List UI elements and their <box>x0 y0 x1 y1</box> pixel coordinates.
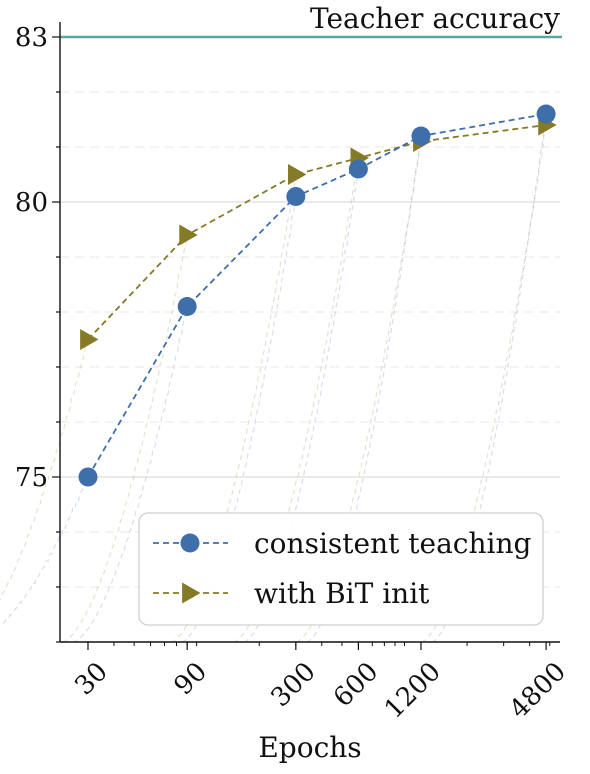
x-tick-label: 30 <box>69 657 114 702</box>
data-point <box>80 329 99 350</box>
legend-item-with-bit-init: with BiT init <box>153 577 430 610</box>
series-with-bit-init <box>80 114 557 350</box>
data-point <box>286 187 306 206</box>
data-point <box>78 467 98 487</box>
x-tick-label: 600 <box>328 657 384 713</box>
reference-line: Teacher accuracy <box>60 2 562 39</box>
legend: consistent teaching with BiT init <box>138 512 544 626</box>
data-point <box>411 126 431 146</box>
legend-label-with-bit-init: with BiT init <box>254 577 430 610</box>
training-curve <box>62 236 188 643</box>
x-axis-title: Epochs <box>258 731 361 764</box>
data-point <box>177 297 197 316</box>
series-line <box>87 113 547 478</box>
series <box>78 104 557 487</box>
series-line <box>87 124 547 341</box>
legend-marker-with-bit-init <box>182 582 201 604</box>
training-curve <box>243 165 359 643</box>
training-curve <box>181 194 297 643</box>
data-point <box>179 224 198 246</box>
legend-box <box>138 512 544 626</box>
data-point <box>287 164 307 185</box>
data-point <box>536 104 556 124</box>
data-point <box>348 159 368 179</box>
x-tick-label: 1200 <box>379 657 447 725</box>
y-tick-label: 83 <box>15 23 48 53</box>
teacher-accuracy-label: Teacher accuracy <box>310 2 560 35</box>
series-consistent-teaching <box>78 104 556 487</box>
legend-label-consistent-teaching: consistent teaching <box>254 527 531 560</box>
training-curve <box>0 342 89 601</box>
x-tick-label: 90 <box>169 657 214 702</box>
legend-marker-consistent-teaching <box>180 533 200 553</box>
x-tick-label: 300 <box>265 657 321 713</box>
training-curve <box>72 307 188 643</box>
axes <box>59 22 560 643</box>
y-ticks: 75 80 83 <box>15 23 60 643</box>
y-tick-label: 80 <box>15 188 48 218</box>
y-tick-label: 75 <box>15 463 48 493</box>
training-curve <box>233 154 359 643</box>
x-tick-label: 4800 <box>504 657 572 725</box>
training-curve <box>0 477 89 628</box>
legend-item-consistent-teaching: consistent teaching <box>153 527 531 560</box>
